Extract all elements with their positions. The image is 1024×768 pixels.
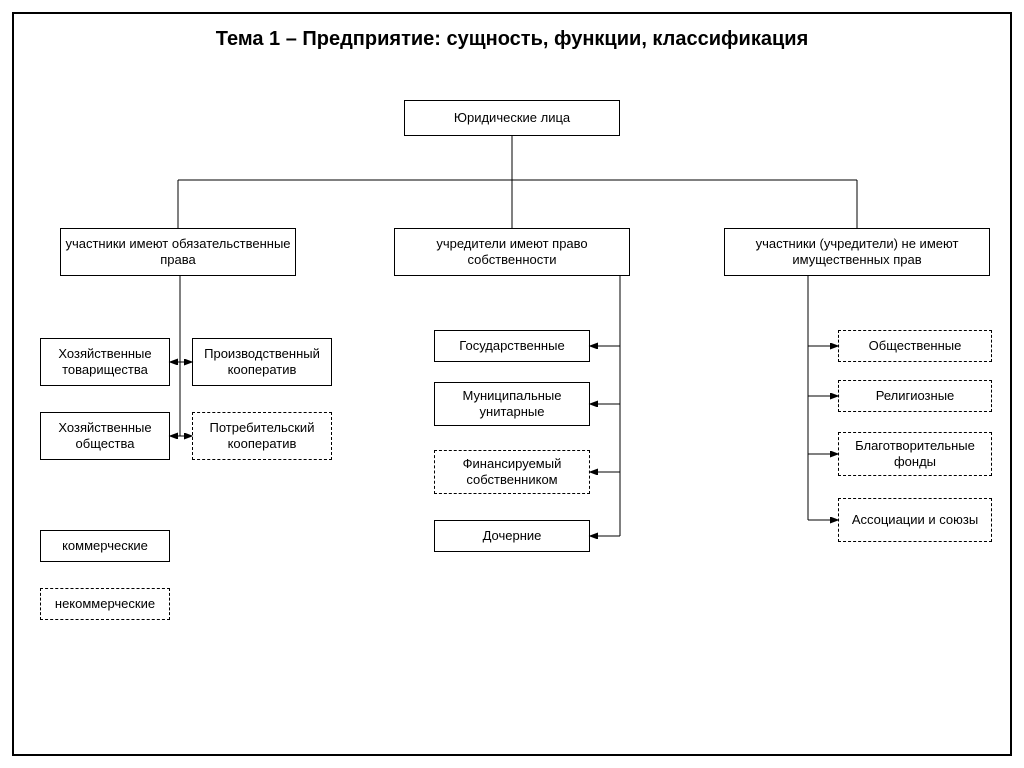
legend-noncommercial: некоммерческие bbox=[40, 588, 170, 620]
diagram-stage: Тема 1 – Предприятие: сущность, функции,… bbox=[0, 0, 1024, 768]
node-d1: Общественные bbox=[838, 330, 992, 362]
node-b1: Государственные bbox=[434, 330, 590, 362]
node-a3: Хозяйственные общества bbox=[40, 412, 170, 460]
node-a4: Потребительский кооператив bbox=[192, 412, 332, 460]
node-b2: Муниципальные унитарные bbox=[434, 382, 590, 426]
node-branch-2: учредители имеют право собственности bbox=[394, 228, 630, 276]
node-d2: Религиозные bbox=[838, 380, 992, 412]
node-root: Юридические лица bbox=[404, 100, 620, 136]
node-a1: Хозяйственные товарищества bbox=[40, 338, 170, 386]
legend-commercial: коммерческие bbox=[40, 530, 170, 562]
node-d3: Благотворительные фонды bbox=[838, 432, 992, 476]
node-d4: Ассоциации и союзы bbox=[838, 498, 992, 542]
diagram-title: Тема 1 – Предприятие: сущность, функции,… bbox=[0, 28, 1024, 51]
node-branch-1: участники имеют обязательственные права bbox=[60, 228, 296, 276]
node-b4: Дочерние bbox=[434, 520, 590, 552]
node-branch-3: участники (учредители) не имеют имуществ… bbox=[724, 228, 990, 276]
node-b3: Финансируемый собственником bbox=[434, 450, 590, 494]
node-a2: Производственный кооператив bbox=[192, 338, 332, 386]
